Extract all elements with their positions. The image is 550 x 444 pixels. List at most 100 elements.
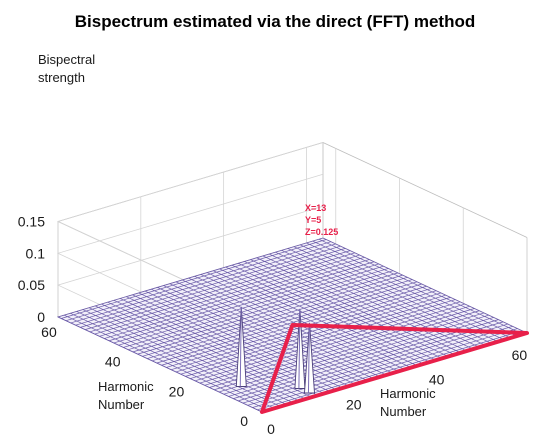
x-axis-label-line1: Harmonic [380, 386, 436, 401]
mesh-line [293, 246, 499, 342]
mesh-line [244, 261, 449, 357]
highlight-region [260, 323, 529, 414]
peak [235, 306, 247, 387]
y-tick-label: 40 [105, 354, 121, 370]
y-axis-label-line2: Number [98, 397, 145, 412]
z-tick-label: 0 [37, 309, 45, 325]
mesh-line [209, 308, 475, 388]
mesh-line [318, 238, 524, 335]
mesh-line [142, 277, 408, 357]
mesh-line [84, 250, 351, 330]
mesh-line [157, 287, 362, 383]
mesh-line [213, 270, 418, 367]
mesh-line [300, 244, 505, 341]
mesh-line [119, 298, 325, 394]
mesh-line [250, 259, 455, 355]
mesh-line [70, 312, 275, 409]
mesh-line [128, 270, 394, 350]
mesh-line [218, 312, 485, 393]
mesh-line [185, 297, 451, 377]
chart-title: Bispectrum estimated via the direct (FFT… [75, 12, 476, 31]
mesh-line [287, 248, 492, 344]
mesh-line [70, 243, 336, 324]
mesh-line [306, 242, 511, 339]
peaks [235, 306, 315, 394]
mesh-line [113, 300, 319, 396]
x-tick-label: 20 [346, 396, 362, 412]
mesh-line [80, 248, 346, 328]
axes-box-edge [322, 142, 528, 238]
mesh-line [118, 265, 384, 346]
mesh-line [175, 281, 381, 378]
mesh-line [180, 294, 446, 375]
mesh-line [95, 305, 300, 402]
mesh-line [104, 259, 370, 339]
z-tick-label: 0.15 [18, 213, 45, 229]
mesh-line [242, 323, 508, 404]
mesh-line [225, 266, 430, 363]
mesh-line [82, 309, 287, 405]
mesh-line [200, 274, 405, 370]
mesh-line [123, 268, 389, 348]
mesh-line [61, 239, 327, 319]
mesh-line [233, 319, 499, 399]
mesh-line [132, 272, 399, 353]
mesh-line [257, 330, 523, 411]
z-tick-label: 0.1 [26, 245, 46, 261]
mesh-line [151, 288, 356, 385]
mesh-line [94, 254, 360, 335]
y-tick-label: 60 [41, 324, 57, 340]
x-tick-label: 40 [429, 372, 445, 388]
y-tick-label: 20 [169, 383, 185, 399]
mesh-line [64, 314, 269, 411]
mesh-line [65, 241, 332, 322]
y-tick-label: 0 [240, 413, 248, 429]
mesh-line [107, 301, 312, 398]
x-tick-label: 0 [267, 421, 275, 437]
peak-annotation-y: Y=5 [305, 215, 321, 225]
mesh-line [57, 316, 263, 413]
mesh-line [99, 256, 365, 337]
mesh-line [75, 245, 341, 326]
highlight-triangle [260, 323, 529, 414]
peak-shade [239, 306, 242, 387]
mesh-line [231, 264, 437, 361]
mesh-line [169, 283, 374, 379]
z-axis-label-line1: Bispectral [38, 52, 95, 67]
mesh-line [151, 281, 418, 362]
mesh-line [269, 253, 474, 350]
mesh-line [214, 310, 480, 391]
mesh-line [163, 285, 368, 381]
peak-annotation-z: Z=0.125 [305, 227, 338, 237]
mesh-line [171, 290, 437, 371]
z-tick-label: 0.05 [18, 277, 45, 293]
mesh-line [76, 311, 281, 407]
mesh-line [182, 279, 387, 376]
x-tick-label: 60 [512, 347, 528, 363]
mesh-line [89, 252, 355, 333]
mesh-line [237, 321, 504, 402]
peak [304, 322, 315, 394]
z-axis-label-line2: strength [38, 70, 85, 85]
mesh-line [237, 262, 443, 359]
mesh-line [206, 272, 412, 368]
peak-annotation-x: X=13 [305, 203, 326, 213]
mesh-line [204, 305, 470, 386]
mesh-line [137, 274, 403, 355]
peak-shade [307, 322, 310, 393]
mesh-line [252, 328, 518, 408]
mesh-line [190, 299, 456, 379]
mesh-line [108, 261, 375, 342]
mesh-line [147, 279, 413, 359]
mesh-line [312, 240, 517, 337]
mesh-line [256, 257, 461, 354]
mesh-line [247, 325, 513, 406]
peak [294, 308, 306, 389]
mesh-line [113, 263, 379, 344]
x-axis-label-line2: Number [380, 404, 427, 419]
y-axis-label-line1: Harmonic [98, 379, 154, 394]
mesh-line [156, 283, 422, 364]
peak-shade [298, 308, 301, 389]
